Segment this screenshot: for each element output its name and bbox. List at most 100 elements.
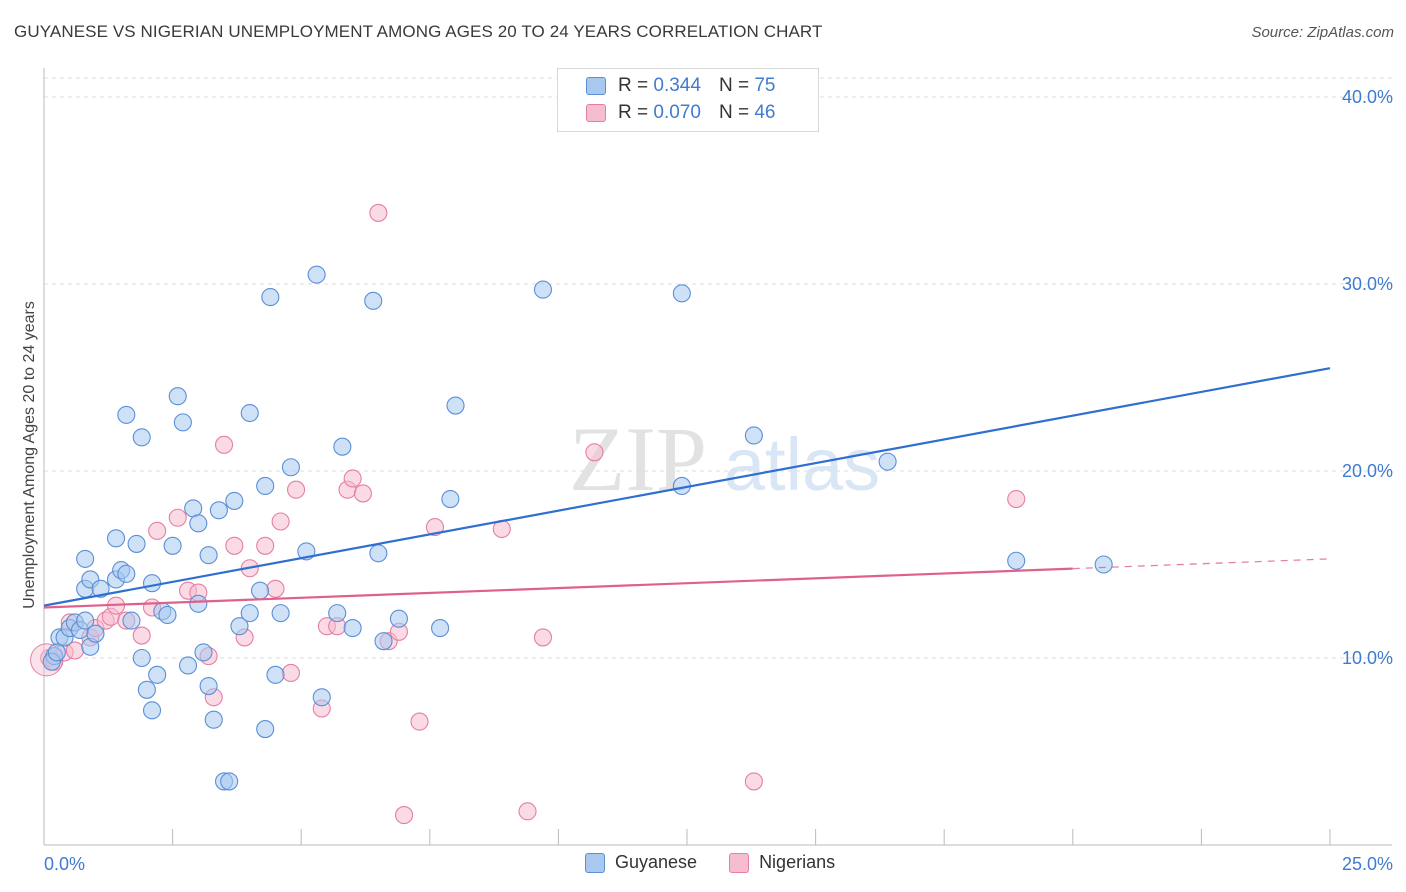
y-tick-label: 20.0% (1342, 461, 1393, 481)
guyanese-point (158, 605, 177, 625)
nigerians-point (281, 663, 300, 683)
nigerians-point (518, 802, 537, 821)
guyanese-point (441, 489, 460, 509)
nigerians-point (410, 712, 429, 731)
guyanese-n-value: 75 (754, 75, 776, 96)
guyanese-point (132, 648, 151, 668)
guyanese-legend-label: Guyanese (615, 852, 698, 872)
guyanese-points (42, 265, 1113, 791)
legend-row-guyanese: R = 0.344 N = 75 (586, 73, 775, 99)
nigerians-point (214, 435, 234, 454)
nigerians-point (132, 626, 151, 645)
nigerians-point (148, 521, 167, 540)
guyanese-point (389, 609, 408, 628)
guyanese-point (148, 665, 167, 684)
nigerians-point (266, 579, 285, 598)
nigerians-legend-label: Nigerians (759, 852, 836, 872)
nigerians-point (343, 469, 362, 488)
guyanese-point (261, 288, 280, 307)
guyanese-point (204, 710, 223, 729)
y-axis-label: Unemployment Among Ages 20 to 24 years (21, 301, 38, 609)
guyanese-point (1007, 551, 1026, 570)
guyanese-point (199, 676, 218, 696)
nigerians-point (225, 536, 244, 555)
guyanese-point (209, 501, 228, 520)
guyanese-point (137, 680, 156, 699)
guyanese-point (225, 491, 244, 510)
guyanese-point (142, 701, 162, 720)
guyanese-point (142, 574, 162, 593)
guyanese-point (328, 604, 347, 623)
nigerians-point (353, 484, 372, 503)
nigerians-point (744, 772, 763, 791)
nigerians-point (271, 512, 290, 531)
nigerians-point (425, 518, 444, 537)
guyanese-point (266, 665, 285, 684)
guyanese-point (168, 387, 187, 406)
nigerians-r-value: 0.070 (653, 102, 701, 123)
nigerians-point (287, 480, 306, 499)
guyanese-point (91, 579, 110, 598)
nigerians-trend-line (43, 567, 1073, 609)
guyanese-point (369, 544, 388, 563)
guyanese-r-value: 0.344 (653, 75, 701, 96)
y-tick-label: 40.0% (1342, 87, 1393, 107)
guyanese-point (240, 403, 259, 423)
guyanese-point (431, 619, 450, 638)
guyanese-legend-swatch (585, 852, 605, 873)
guyanese-point (672, 284, 691, 303)
guyanese-point (307, 265, 326, 284)
nigerians-legend-swatch (729, 852, 750, 873)
guyanese-point (127, 534, 146, 553)
nigerians-point (256, 536, 275, 555)
guyanese-point (281, 458, 300, 477)
guyanese-point (220, 772, 239, 791)
guyanese-point (199, 546, 218, 565)
nigerians-point (1007, 489, 1026, 509)
guyanese-point (189, 594, 208, 613)
r-label: R = (618, 102, 649, 123)
guyanese-point (76, 549, 95, 568)
guyanese-point (240, 604, 259, 623)
guyanese-point (173, 413, 192, 432)
guyanese-trend-line (43, 367, 1331, 607)
guyanese-point (333, 437, 352, 456)
source-label: Source: ZipAtlas.com (1251, 24, 1394, 41)
axes (43, 68, 1392, 846)
guyanese-point (374, 632, 393, 651)
guyanese-point (106, 529, 126, 548)
nigerians-trend-extension (1072, 558, 1331, 570)
legend-row-nigerians: R = 0.070 N = 46 (586, 100, 775, 126)
guyanese-point (364, 291, 383, 310)
guyanese-point (250, 581, 270, 600)
guyanese-point (256, 720, 275, 739)
guyanese-swatch (586, 77, 606, 95)
guyanese-point (86, 624, 105, 643)
guyanese-point (117, 564, 136, 583)
tick-labels: 10.0% 20.0% 30.0% 40.0% 0.0% 25.0% (44, 87, 1393, 874)
nigerians-n-value: 46 (754, 102, 776, 123)
r-label: R = (618, 75, 649, 96)
nigerians-point (395, 806, 414, 825)
guyanese-point (163, 536, 182, 555)
legend-item-guyanese[interactable]: Guyanese (585, 852, 697, 873)
y-tick-label: 10.0% (1342, 648, 1393, 668)
guyanese-point (194, 643, 213, 662)
nigerians-point (369, 203, 388, 222)
guyanese-point (744, 426, 763, 445)
correlation-legend: R = 0.344 N = 75 R = 0.070 N = 46 (557, 68, 819, 132)
x-tick-label: 0.0% (44, 854, 85, 874)
guyanese-point (878, 452, 897, 471)
guyanese-point (533, 280, 553, 299)
chart-title: GUYANESE VS NIGERIAN UNEMPLOYMENT AMONG … (14, 22, 823, 41)
nigerians-point (533, 628, 553, 647)
guyanese-point (122, 611, 141, 630)
legend-item-nigerians[interactable]: Nigerians (729, 852, 835, 873)
guyanese-point (117, 405, 136, 424)
y-tick-label: 30.0% (1342, 274, 1393, 294)
nigerians-points (30, 203, 1026, 825)
guyanese-point (256, 476, 275, 496)
guyanese-point (312, 688, 331, 707)
guyanese-point (189, 514, 208, 533)
n-label: N = (718, 75, 750, 96)
